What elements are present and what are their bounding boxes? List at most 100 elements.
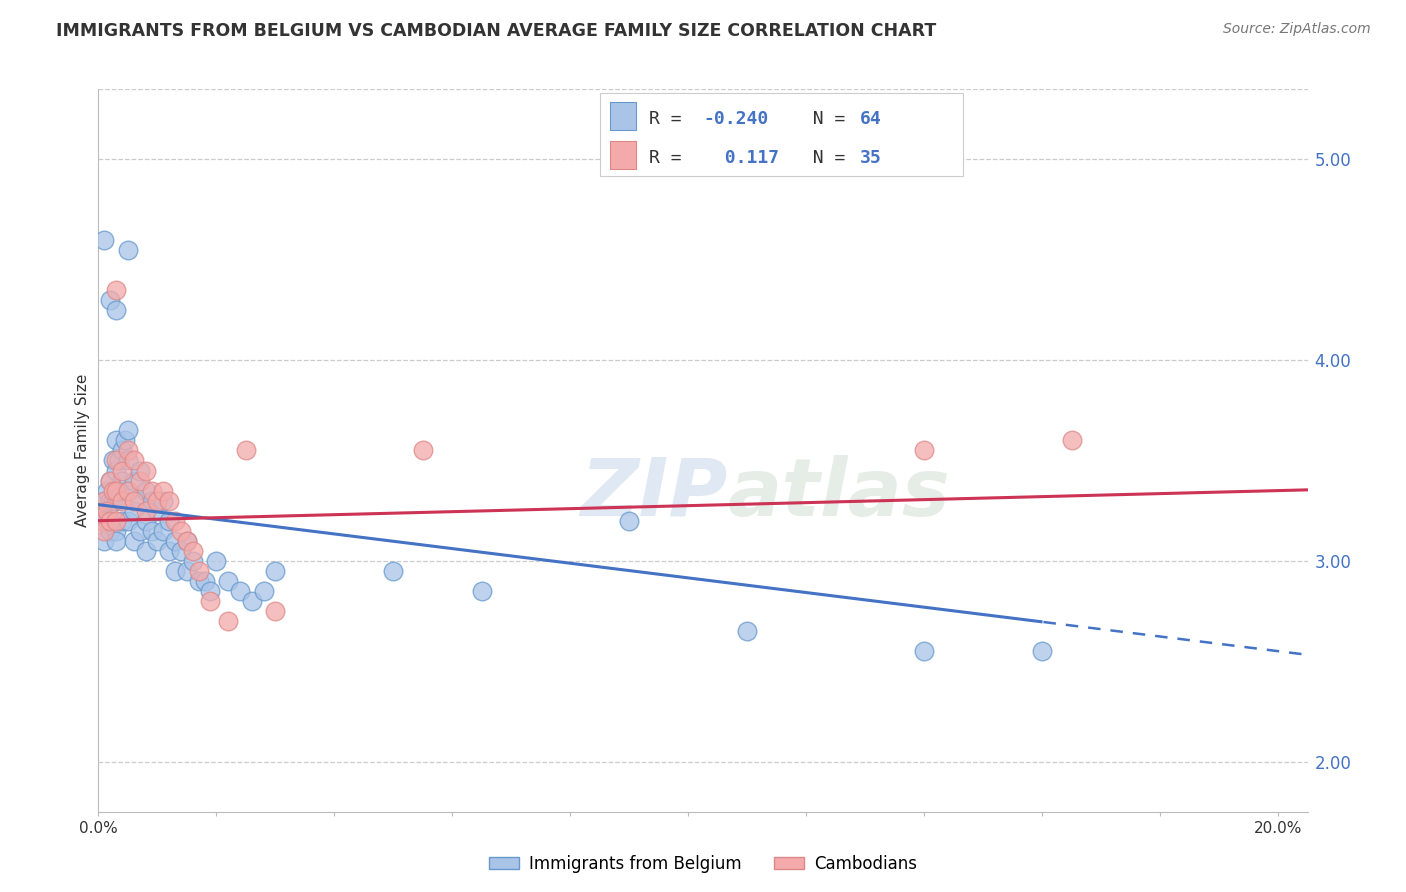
Point [229,583,252,598]
Point [93,493,115,508]
Point [157,493,180,508]
Point [98,293,121,307]
Point [382,564,405,578]
Point [1060,434,1083,448]
Point [117,243,139,257]
Point [117,443,139,458]
Point [128,463,150,477]
Point [108,453,131,467]
Point [200,594,222,608]
Point [181,543,204,558]
Point [135,463,157,477]
Point [122,453,145,467]
Bar [600,93,963,176]
Point [122,474,145,488]
Point [264,564,287,578]
Text: IMMIGRANTS FROM BELGIUM VS CAMBODIAN AVERAGE FAMILY SIZE CORRELATION CHART: IMMIGRANTS FROM BELGIUM VS CAMBODIAN AVE… [56,22,936,40]
Point [912,644,935,658]
Point [619,514,641,528]
Point [105,524,128,538]
Point [101,483,124,498]
Point [141,483,163,498]
Point [187,574,209,588]
Text: -0.240: -0.240 [703,111,768,128]
Point [264,604,287,618]
Point [117,483,139,498]
Point [93,514,115,528]
Point [98,514,121,528]
Point [117,483,139,498]
Point [90,503,112,517]
Legend: Immigrants from Belgium, Cambodians: Immigrants from Belgium, Cambodians [482,848,924,880]
Bar [610,141,637,169]
Point [141,524,163,538]
Text: ZIP: ZIP [579,455,727,533]
Text: N =: N = [792,149,856,167]
Point [217,574,239,588]
Point [101,453,124,467]
Point [194,574,217,588]
Point [152,483,174,498]
Point [111,493,134,508]
Point [128,493,150,508]
Point [105,493,128,508]
Text: 0.117: 0.117 [703,149,779,167]
Point [105,514,128,528]
Point [128,524,150,538]
Point [98,493,121,508]
Point [90,514,112,528]
Text: R =: R = [648,111,692,128]
Point [135,483,157,498]
Point [165,533,187,548]
Point [111,463,134,477]
Point [111,514,134,528]
Text: N =: N = [792,111,856,128]
Point [135,543,157,558]
Point [412,443,434,458]
Point [98,524,121,538]
Point [122,493,145,508]
Point [252,583,274,598]
Point [105,463,128,477]
Point [157,543,180,558]
Point [101,493,124,508]
Point [93,233,115,247]
Point [165,514,187,528]
Point [235,443,257,458]
Point [165,564,187,578]
Point [117,514,139,528]
Point [912,443,935,458]
Point [176,533,198,548]
Y-axis label: Average Family Size: Average Family Size [75,374,90,527]
Point [96,514,118,528]
Point [1031,644,1053,658]
Text: R =: R = [648,149,692,167]
Point [93,524,115,538]
Text: 35: 35 [860,149,882,167]
Point [105,434,128,448]
Point [98,474,121,488]
Point [135,503,157,517]
Point [170,524,193,538]
Point [96,483,118,498]
Point [96,503,118,517]
Point [98,474,121,488]
Point [170,543,193,558]
Point [111,443,134,458]
Text: 64: 64 [860,111,882,128]
Point [181,554,204,568]
Point [146,533,169,548]
Point [157,514,180,528]
Point [117,423,139,437]
Point [135,514,157,528]
Point [117,453,139,467]
Point [93,493,115,508]
Point [122,503,145,517]
Point [93,533,115,548]
Point [240,594,263,608]
Point [105,303,128,318]
Point [111,474,134,488]
Text: atlas: atlas [727,455,950,533]
Point [105,283,128,297]
Point [176,533,198,548]
